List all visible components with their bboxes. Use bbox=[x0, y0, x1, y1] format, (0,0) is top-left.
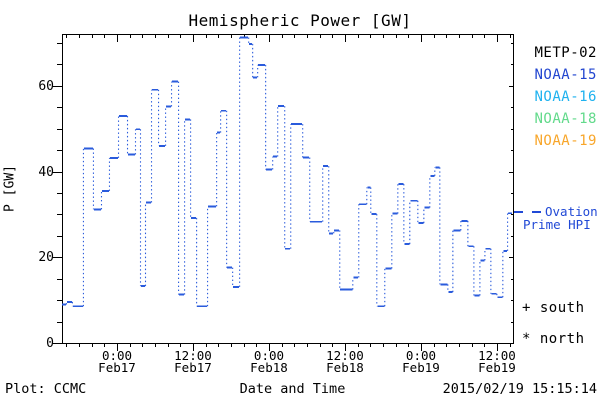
y-tick-label: 40 bbox=[38, 164, 54, 180]
x-tick-label: 0:00 Feb18 bbox=[250, 348, 288, 375]
legend-ovation-line1: Ovation bbox=[545, 204, 598, 219]
ovation-dash-icon bbox=[514, 211, 523, 213]
y-axis-label: P [GW] bbox=[2, 165, 18, 212]
x-tick-label: 12:00 Feb17 bbox=[174, 348, 212, 375]
legend-marker-north: * north bbox=[522, 331, 585, 347]
footer-plot-source: Plot: CCMC bbox=[5, 381, 87, 397]
y-tick-label: 20 bbox=[38, 250, 54, 266]
y-tick-label: 0 bbox=[46, 336, 54, 351]
legend-item-noaa-19: NOAA-19 bbox=[534, 133, 597, 149]
x-tick-label: 0:00 Feb19 bbox=[402, 348, 440, 375]
chart-title: Hemispheric Power [GW] bbox=[188, 11, 412, 30]
y-tick-label: 60 bbox=[38, 78, 54, 94]
legend-marker-south: + south bbox=[522, 300, 585, 316]
legend-item-noaa-18: NOAA-18 bbox=[534, 111, 597, 127]
legend-item-metp-02: METP-02 bbox=[534, 45, 597, 61]
x-tick-label: 0:00 Feb17 bbox=[98, 348, 136, 375]
footer-timestamp: 2015/02/19 15:15:14 bbox=[442, 381, 597, 397]
x-tick-label: 12:00 Feb18 bbox=[326, 348, 364, 375]
ovation-dash-icon bbox=[532, 211, 541, 213]
x-axis-title: Date and Time bbox=[239, 381, 346, 397]
legend-item-noaa-15: NOAA-15 bbox=[534, 67, 597, 83]
axes-box bbox=[61, 33, 515, 345]
x-tick-label: 12:00 Feb19 bbox=[478, 348, 516, 375]
legend-item-noaa-16: NOAA-16 bbox=[534, 89, 597, 105]
legend-ovation-line2: Prime HPI bbox=[523, 217, 591, 232]
data-series-ovation-prime-hpi bbox=[62, 36, 512, 308]
